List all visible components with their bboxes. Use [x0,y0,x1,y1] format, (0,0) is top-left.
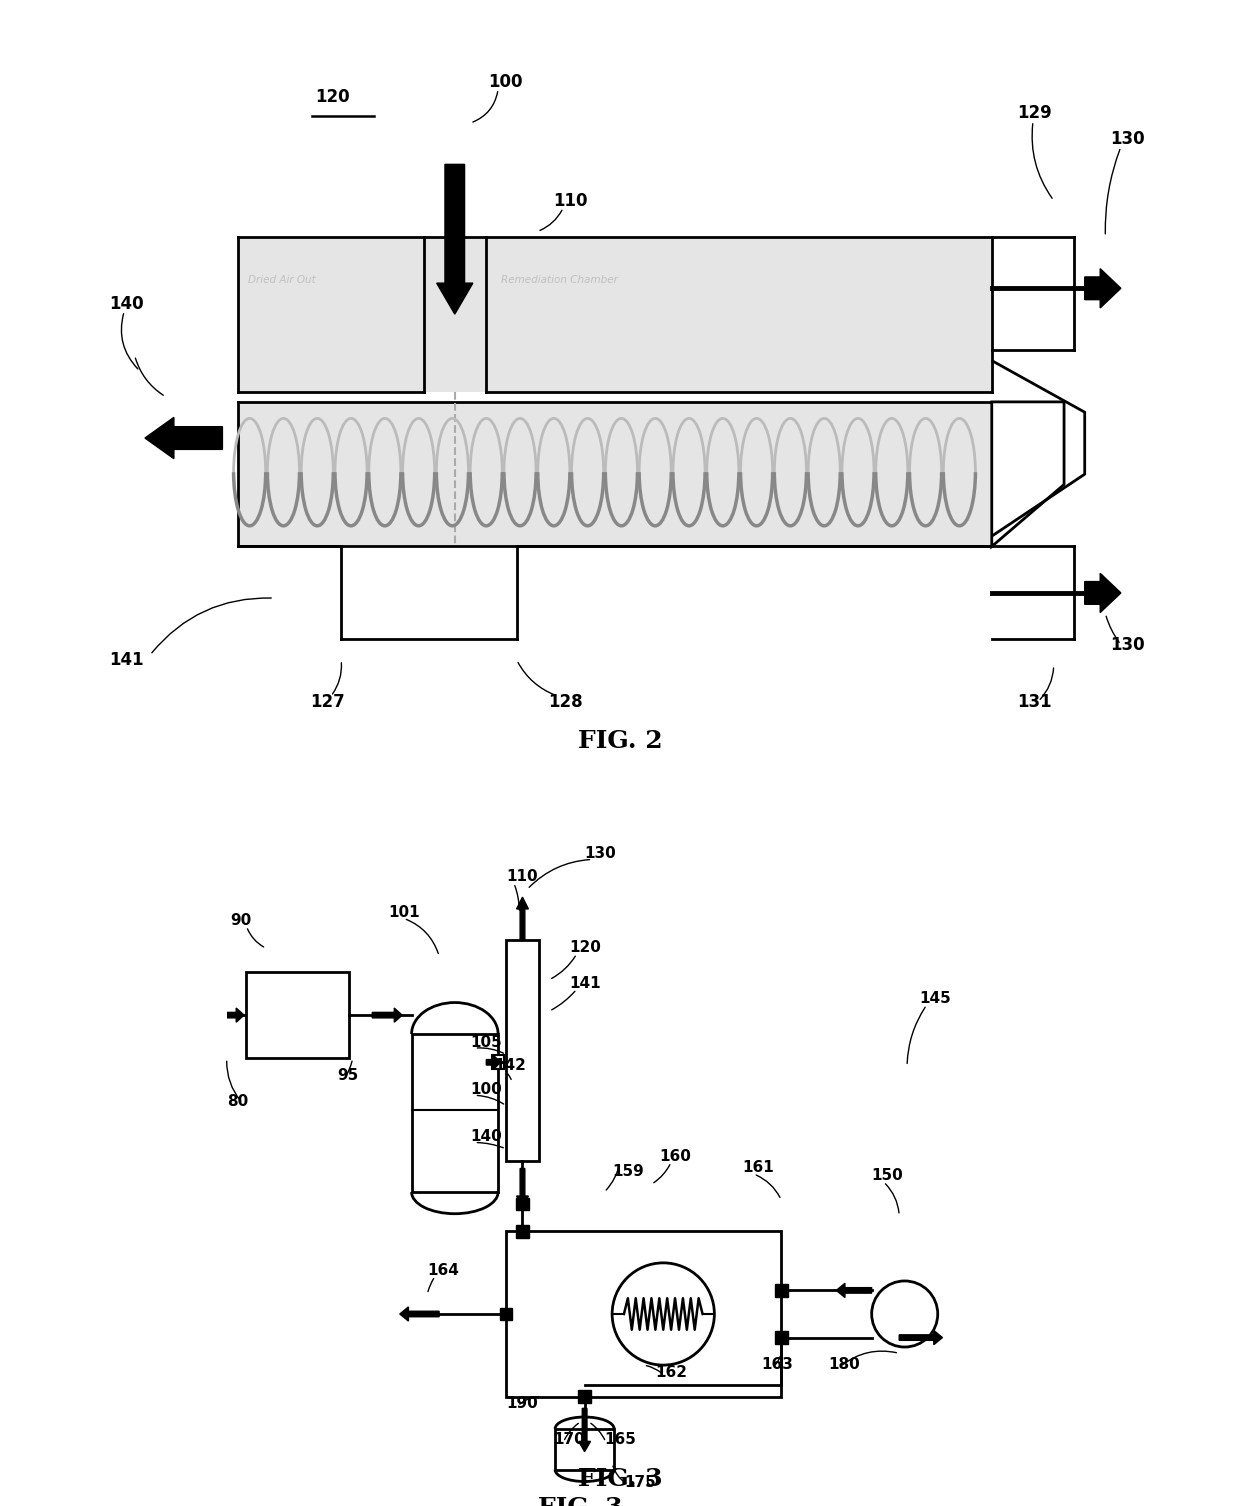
Text: 141: 141 [109,651,144,669]
Text: 95: 95 [337,1068,358,1083]
Text: 142: 142 [495,1059,526,1074]
FancyArrow shape [223,1008,244,1023]
Bar [506,940,539,1161]
Text: 159: 159 [613,1164,644,1179]
Text: Remediation Chamber: Remediation Chamber [501,276,618,285]
Text: FIG. 3: FIG. 3 [538,1495,622,1506]
Text: 164: 164 [428,1262,459,1277]
Text: 150: 150 [872,1169,904,1184]
FancyArrow shape [517,898,528,940]
Text: 162: 162 [656,1364,687,1379]
FancyArrow shape [486,1056,501,1069]
Text: 120: 120 [315,89,350,107]
Text: Dried Air Out: Dried Air Out [248,276,316,285]
FancyArrow shape [579,1408,590,1452]
Text: 130: 130 [584,846,616,861]
Text: 175: 175 [624,1474,656,1489]
Bar [775,1285,787,1297]
Bar [516,1224,528,1238]
Text: 130: 130 [1111,636,1146,654]
FancyArrow shape [372,1008,402,1023]
Bar [500,1307,512,1321]
Text: 140: 140 [470,1130,502,1145]
Text: 127: 127 [310,693,345,711]
FancyArrow shape [436,164,472,315]
Text: 101: 101 [388,905,419,920]
FancyArrow shape [899,1330,942,1345]
Text: 163: 163 [761,1357,794,1372]
Text: 110: 110 [553,191,588,209]
FancyArrow shape [1085,268,1121,307]
Text: 130: 130 [1111,130,1146,148]
Bar [412,1035,498,1193]
Text: 110: 110 [506,869,538,884]
Text: 141: 141 [569,976,600,991]
Text: 100: 100 [470,1081,502,1096]
Text: 190: 190 [506,1396,538,1411]
Polygon shape [238,236,992,392]
Bar [506,1232,781,1396]
FancyArrow shape [517,1169,528,1208]
Bar [556,1429,614,1470]
Text: 161: 161 [742,1161,774,1175]
FancyArrow shape [1085,574,1121,613]
Bar [492,1056,505,1069]
Text: 131: 131 [1018,693,1053,711]
Text: 170: 170 [553,1432,585,1447]
Text: 160: 160 [660,1149,691,1164]
Text: 165: 165 [604,1432,636,1447]
Text: 90: 90 [231,913,252,928]
Text: 105: 105 [470,1035,502,1050]
Bar [247,971,348,1059]
Polygon shape [992,402,1064,547]
Text: 180: 180 [828,1357,861,1372]
Text: 140: 140 [109,295,144,313]
FancyArrow shape [836,1283,872,1298]
Bar [775,1331,787,1343]
Text: 129: 129 [1018,104,1053,122]
Text: FIG. 2: FIG. 2 [578,729,662,753]
FancyArrow shape [399,1307,439,1321]
Text: 120: 120 [569,940,600,955]
Text: 100: 100 [487,72,522,90]
Text: 128: 128 [548,693,583,711]
Text: FIG. 3: FIG. 3 [578,1467,662,1491]
Bar [516,1197,528,1211]
Text: 80: 80 [227,1093,248,1108]
Bar [578,1390,591,1404]
Text: 145: 145 [919,991,951,1006]
FancyArrow shape [145,417,222,459]
Polygon shape [238,402,992,547]
